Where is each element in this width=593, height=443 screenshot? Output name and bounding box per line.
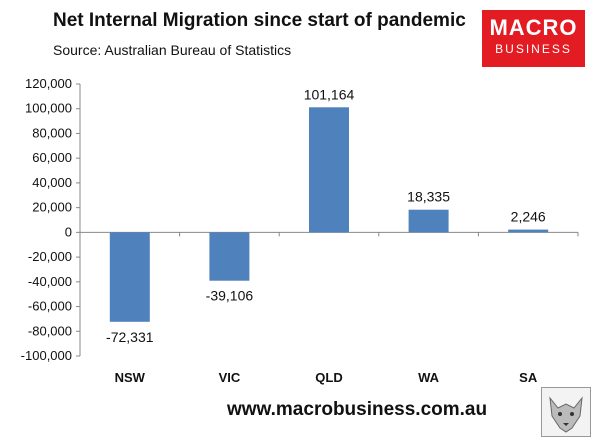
macrobusiness-logo[interactable]: MACRO BUSINESS	[482, 10, 585, 67]
x-axis-categories: NSW VIC QLD WA SA	[115, 370, 538, 385]
category-label-sa: SA	[519, 370, 538, 385]
data-labels: -72,331 -39,106 101,164 18,335 2,246	[106, 86, 546, 345]
y-tick-label: 100,000	[25, 101, 72, 116]
data-label-nsw: -72,331	[106, 329, 154, 345]
y-tick-label: -100,000	[21, 348, 72, 363]
y-tick-label: 120,000	[25, 76, 72, 91]
data-label-wa: 18,335	[407, 189, 450, 205]
logo-line-2: BUSINESS	[495, 42, 572, 56]
chart-subtitle: Source: Australian Bureau of Statistics	[53, 42, 292, 58]
y-tick-label: 40,000	[32, 175, 72, 190]
y-tick-label: 60,000	[32, 150, 72, 165]
y-tick-label: -80,000	[28, 323, 72, 338]
data-label-qld: 101,164	[304, 86, 355, 102]
category-label-vic: VIC	[219, 370, 241, 385]
wolf-mascot-icon	[541, 387, 591, 437]
bar-qld	[309, 107, 349, 233]
bar-nsw	[109, 232, 150, 322]
y-tick-label: 80,000	[32, 125, 72, 140]
y-tick-label: -40,000	[28, 274, 72, 289]
data-label-vic: -39,106	[206, 288, 254, 304]
chart-title: Net Internal Migration since start of pa…	[53, 10, 466, 31]
bar-sa	[508, 229, 549, 233]
bars	[109, 107, 549, 322]
bar-wa	[408, 209, 449, 233]
y-tick-label: 0	[65, 224, 72, 239]
logo-line-1: MACRO	[489, 15, 578, 40]
y-axis-ticks: 120,000 100,000 80,000 60,000 40,000 20,000 0 -…	[21, 76, 80, 363]
y-tick-label: 20,000	[32, 200, 72, 215]
footer-url[interactable]: www.macrobusiness.com.au	[227, 399, 488, 420]
data-label-sa: 2,246	[511, 209, 546, 225]
category-label-qld: QLD	[315, 370, 342, 385]
category-label-nsw: NSW	[115, 370, 146, 385]
y-tick-label: -20,000	[28, 249, 72, 264]
category-label-wa: WA	[418, 370, 440, 385]
bar-vic	[209, 232, 250, 281]
y-tick-label: -60,000	[28, 299, 72, 314]
